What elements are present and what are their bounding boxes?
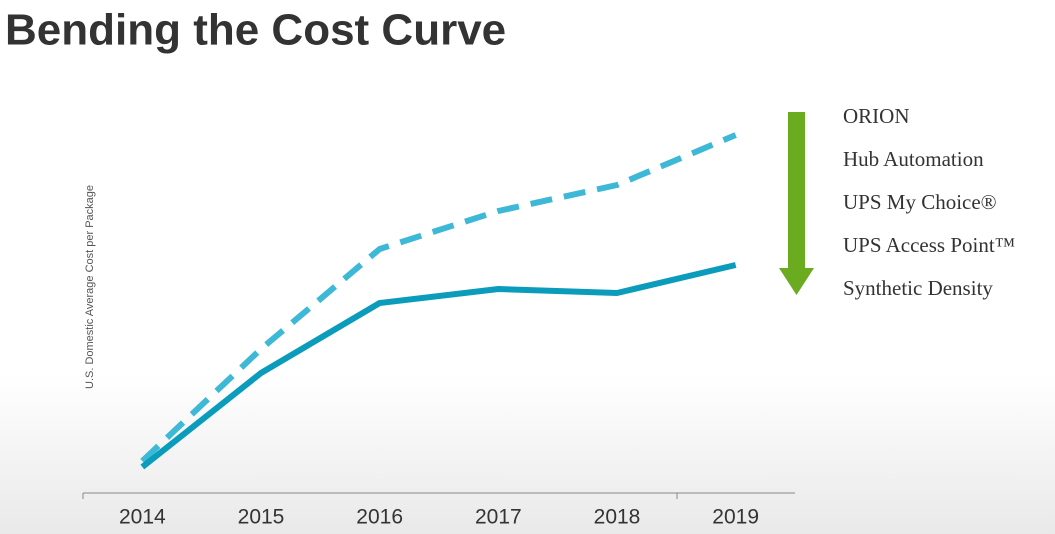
lever-label: UPS Access Point™ bbox=[843, 233, 1015, 257]
x-tick-label: 2016 bbox=[356, 506, 403, 529]
series-line bbox=[140, 262, 737, 470]
lever-label: Synthetic Density bbox=[843, 276, 993, 300]
x-tick-label: 2017 bbox=[475, 506, 522, 529]
chart-title: Bending the Cost Curve bbox=[5, 6, 506, 55]
arrow-head bbox=[779, 268, 814, 295]
y-axis-label: U.S. Domestic Average Cost per Package bbox=[84, 185, 96, 389]
x-tick-label: 2015 bbox=[238, 506, 285, 529]
x-tick-label: 2019 bbox=[712, 506, 759, 529]
lever-label: UPS My Choice® bbox=[843, 190, 997, 214]
lever-label: ORION bbox=[843, 104, 910, 128]
series-line bbox=[140, 132, 737, 464]
x-tick-label: 2014 bbox=[119, 506, 166, 529]
down-arrow bbox=[779, 112, 814, 295]
x-tick-label: 2018 bbox=[594, 506, 641, 529]
lever-label: Hub Automation bbox=[843, 147, 984, 171]
arrow-shaft bbox=[788, 112, 805, 270]
